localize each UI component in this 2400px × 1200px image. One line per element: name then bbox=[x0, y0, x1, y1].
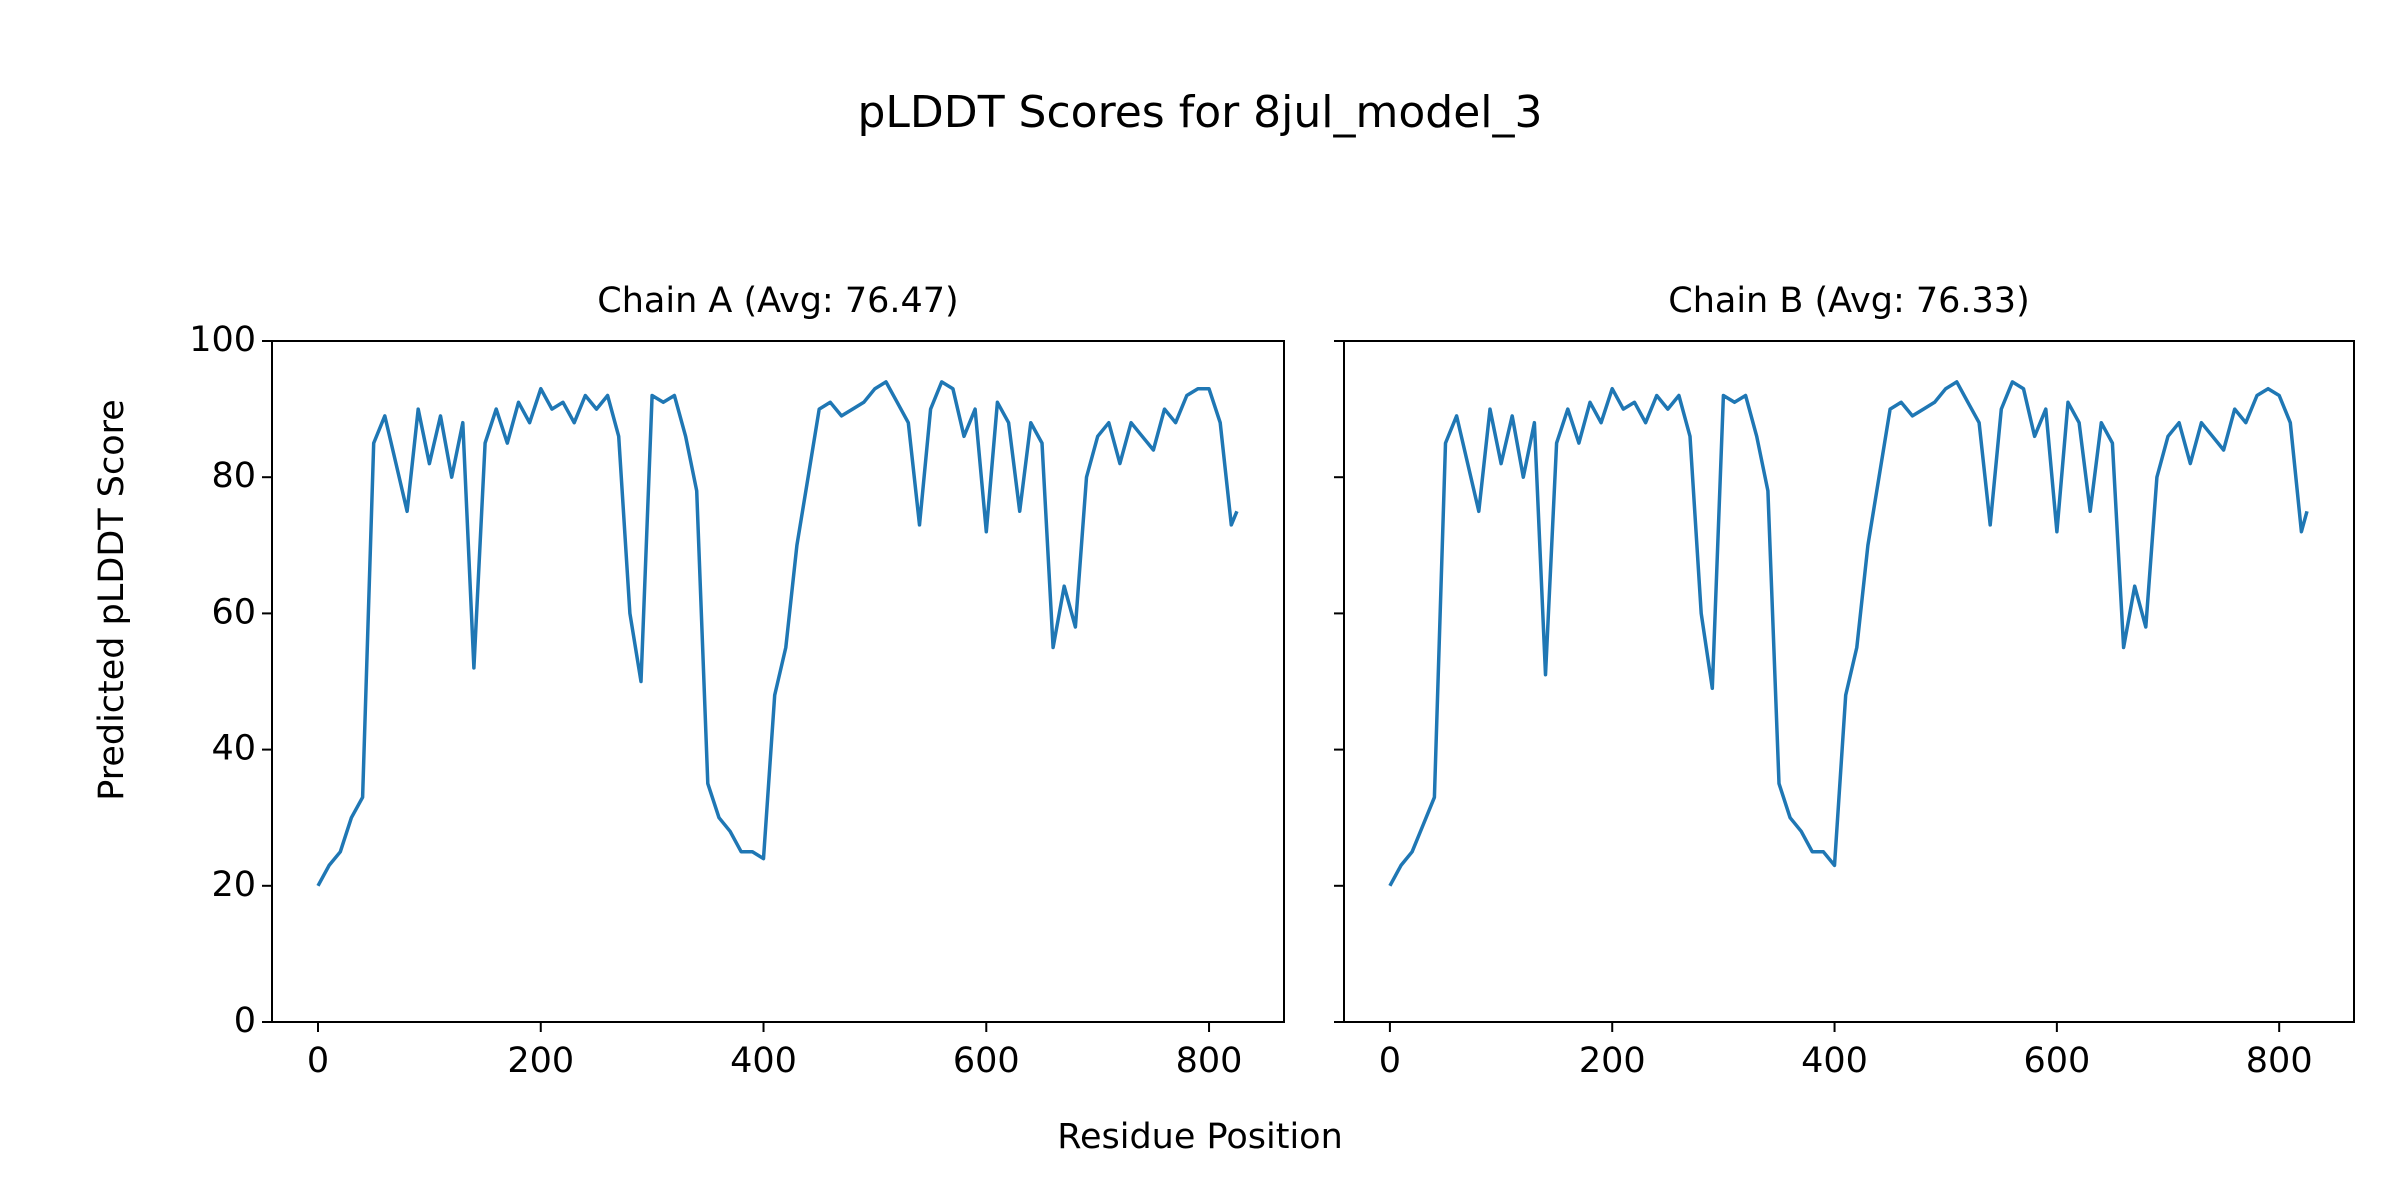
x-tick-label: 800 bbox=[1176, 1041, 1243, 1081]
y-tick-label: 100 bbox=[189, 320, 256, 360]
subplot-title: Chain B (Avg: 76.33) bbox=[1668, 281, 2029, 321]
y-tick-label: 20 bbox=[211, 865, 256, 905]
x-axis-label: Residue Position bbox=[1057, 1117, 1343, 1157]
x-tick-label: 600 bbox=[953, 1041, 1020, 1081]
x-tick-label: 400 bbox=[1801, 1041, 1868, 1081]
y-tick-label: 80 bbox=[211, 456, 256, 496]
y-tick-label: 0 bbox=[234, 1001, 256, 1041]
y-tick-label: 40 bbox=[211, 729, 256, 769]
score-line bbox=[1388, 380, 2309, 887]
x-tick-label: 800 bbox=[2246, 1041, 2313, 1081]
x-tick-label: 200 bbox=[507, 1041, 574, 1081]
y-tick-label: 60 bbox=[211, 592, 256, 632]
x-tick-label: 0 bbox=[307, 1041, 329, 1081]
x-tick-label: 200 bbox=[1579, 1041, 1646, 1081]
y-axis-label: Predicted pLDDT Score bbox=[92, 399, 132, 801]
figure-title: pLDDT Scores for 8jul_model_3 bbox=[857, 87, 1542, 138]
x-tick-label: 600 bbox=[2023, 1041, 2090, 1081]
score-line bbox=[316, 380, 1239, 887]
plot-frame bbox=[271, 340, 1285, 1023]
x-tick-label: 0 bbox=[1379, 1041, 1401, 1081]
plot-frame bbox=[1343, 340, 2355, 1023]
subplot-title: Chain A (Avg: 76.47) bbox=[597, 281, 958, 321]
x-tick-label: 400 bbox=[730, 1041, 797, 1081]
